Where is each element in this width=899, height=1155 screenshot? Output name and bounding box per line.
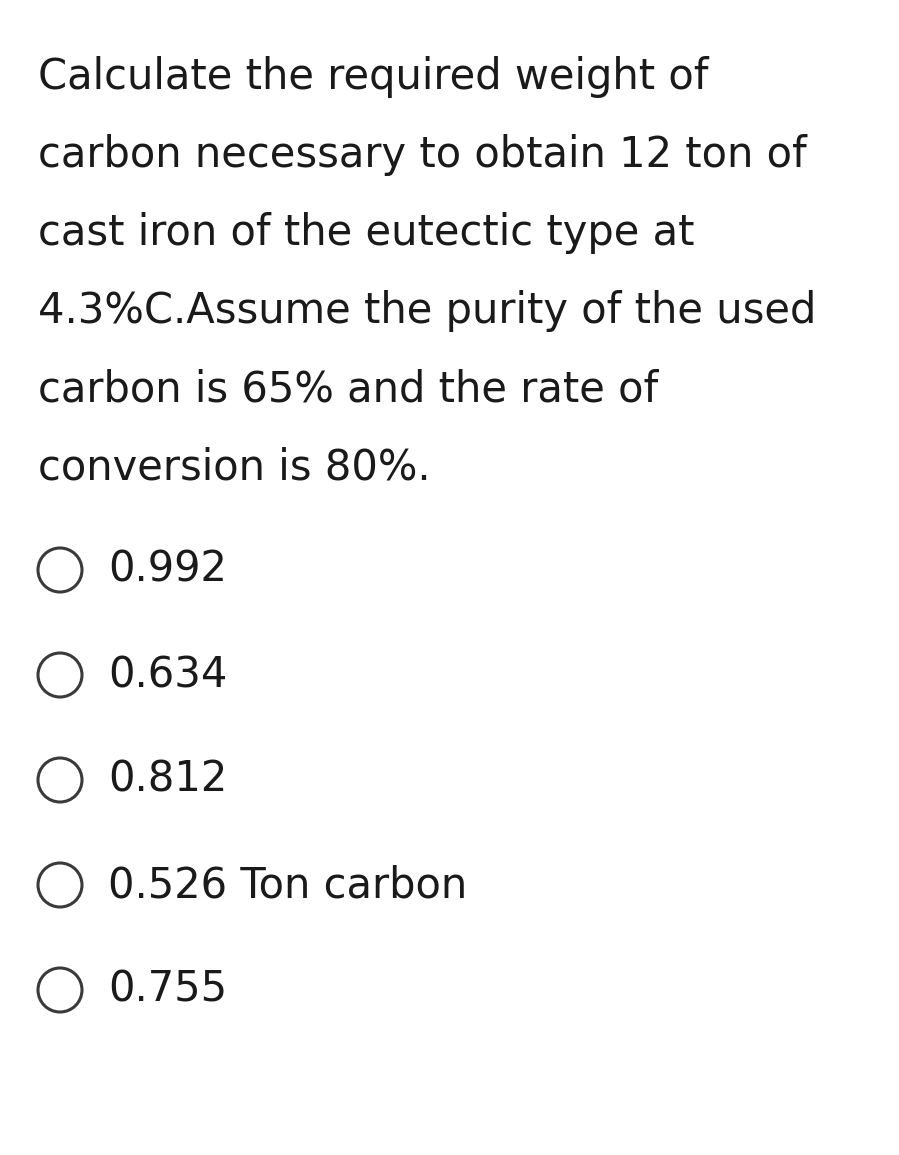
Text: 0.755: 0.755	[108, 969, 227, 1011]
Text: 0.992: 0.992	[108, 549, 227, 591]
Text: carbon is 65% and the rate of: carbon is 65% and the rate of	[38, 368, 658, 410]
Text: Calculate the required weight of: Calculate the required weight of	[38, 55, 708, 98]
Text: 0.526 Ton carbon: 0.526 Ton carbon	[108, 864, 467, 906]
Text: 0.634: 0.634	[108, 654, 227, 696]
Text: carbon necessary to obtain 12 ton of: carbon necessary to obtain 12 ton of	[38, 134, 806, 176]
Text: 0.812: 0.812	[108, 759, 227, 802]
Text: conversion is 80%.: conversion is 80%.	[38, 446, 431, 489]
Text: cast iron of the eutectic type at: cast iron of the eutectic type at	[38, 213, 695, 254]
Text: 4.3%C.Assume the purity of the used: 4.3%C.Assume the purity of the used	[38, 290, 816, 331]
